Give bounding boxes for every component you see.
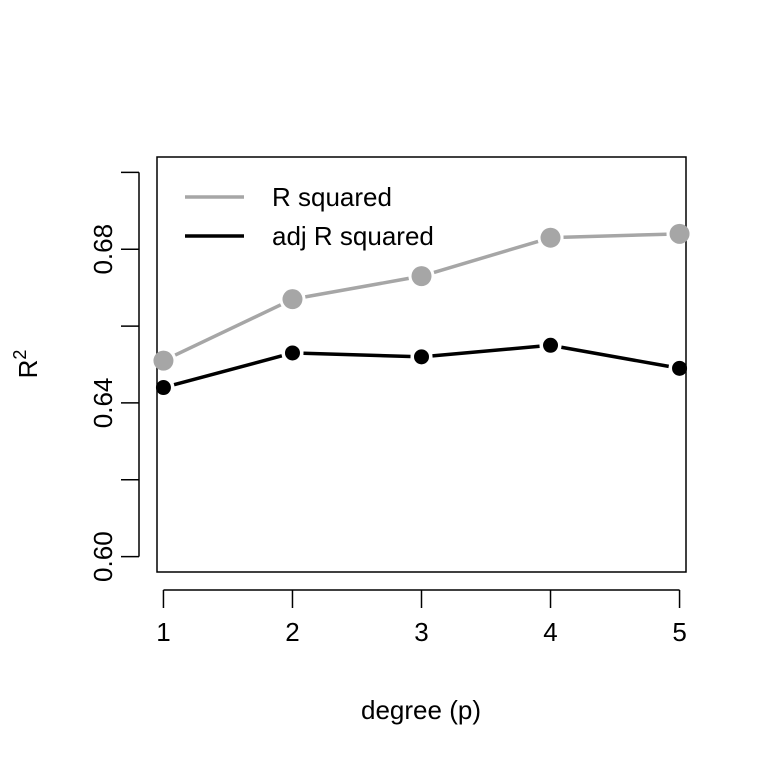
y-tick-label: 0.60 [88, 531, 118, 582]
series-segment [174, 303, 282, 357]
x-tick-label: 5 [672, 617, 686, 647]
y-axis: 0.60 0.64 0.68 [88, 171, 140, 582]
series-layer [153, 223, 690, 396]
legend-label-r-squared: R squared [272, 182, 392, 212]
data-point [155, 380, 171, 396]
data-point [672, 360, 688, 376]
data-point [153, 350, 174, 371]
data-point [669, 223, 690, 244]
x-tick-label: 1 [156, 617, 170, 647]
legend-label-adj-r-squared: adj R squared [272, 221, 434, 251]
y-axis-title-base: R [13, 360, 43, 379]
x-axis: 1 2 3 4 5 [156, 589, 687, 647]
data-point [411, 266, 432, 287]
series-r-squared [153, 223, 690, 371]
legend: R squared adj R squared [185, 182, 434, 251]
data-point [543, 337, 559, 353]
svg-text:R2: R2 [10, 350, 43, 379]
y-axis-title: R2 [10, 350, 43, 379]
x-axis-title: degree (p) [361, 695, 481, 725]
data-point [540, 227, 561, 248]
series-adj-r-squared [155, 337, 688, 396]
series-segment [561, 345, 670, 369]
x-tick-label: 2 [285, 617, 299, 647]
series-segment [563, 232, 667, 240]
data-point [284, 345, 300, 361]
data-point [414, 349, 429, 365]
series-segment [304, 276, 410, 299]
y-tick-label: 0.64 [88, 378, 118, 429]
x-tick-label: 4 [543, 617, 557, 647]
data-point [282, 289, 303, 310]
x-tick-label: 3 [414, 617, 428, 647]
series-segment [303, 351, 411, 359]
series-segment [433, 239, 539, 275]
series-segment [432, 344, 540, 358]
plot-frame [156, 156, 687, 573]
series-segment [173, 354, 283, 387]
y-tick-label: 0.68 [88, 224, 118, 275]
y-axis-title-superscript: 2 [10, 350, 30, 360]
